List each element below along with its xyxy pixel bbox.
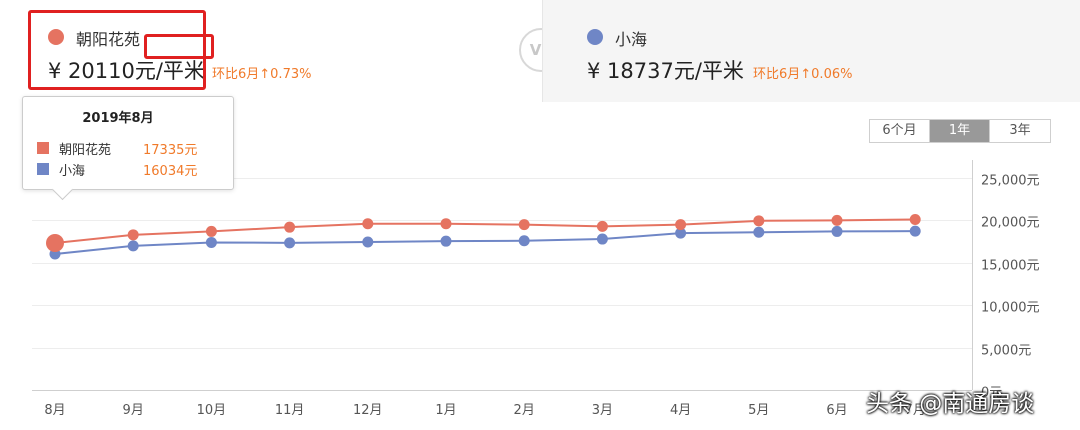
series-line: [54, 230, 916, 256]
x-tick-label: 2月: [514, 403, 535, 418]
left-community-name: 朝阳花苑: [76, 30, 141, 49]
y-tick-label: 15,000元: [981, 259, 1040, 274]
y-tick-label: 0元: [981, 386, 1002, 401]
series-point: [127, 240, 139, 252]
y-tick-label: 5,000元: [981, 344, 1031, 359]
x-tick-label: 4月: [670, 403, 691, 418]
series-point: [440, 235, 452, 247]
y-tick-label: 20,000元: [981, 216, 1040, 231]
series-point: [284, 237, 296, 249]
chart-tooltip: 2019年8月 朝阳花苑 17335元 小海 16034元: [22, 96, 234, 190]
right-community-dot: [587, 29, 603, 45]
tooltip-swatch-left: [37, 142, 49, 154]
watermark: 头条 @南通房谈: [866, 391, 1035, 417]
tooltip-swatch-right: [37, 163, 49, 175]
right-community-change: 环比6月↑0.06%: [753, 67, 853, 82]
series-point: [127, 229, 139, 241]
series-point: [284, 221, 296, 233]
series-point: [205, 236, 217, 248]
series-point: [675, 219, 687, 231]
x-tick-label: 8月: [44, 403, 65, 418]
series-point: [518, 235, 530, 247]
left-community-dot: [48, 29, 64, 45]
series-point: [753, 215, 765, 227]
series-point: [596, 233, 608, 245]
x-tick-label: 7月: [905, 403, 926, 418]
series-point: [831, 214, 843, 226]
series-point: [46, 233, 64, 252]
compare-bar: 朝阳花苑 ¥ 20110元/平米 环比6月↑0.73% VS 小海 ¥ 1873…: [0, 0, 1080, 102]
tooltip-title: 2019年8月: [82, 111, 154, 126]
series-point: [205, 225, 217, 237]
series-point: [440, 218, 452, 230]
series-point: [831, 225, 843, 237]
right-community-name: 小海: [615, 30, 648, 49]
compare-panel-left[interactable]: 朝阳花苑 ¥ 20110元/平米 环比6月↑0.73%: [0, 0, 542, 102]
left-price-highlight: [28, 10, 206, 90]
series-point: [518, 219, 530, 231]
x-tick-label: 10月: [197, 403, 227, 418]
y-tick-label: 10,000元: [981, 301, 1040, 316]
series-point: [909, 213, 921, 225]
series-point: [596, 220, 608, 232]
series-point: [362, 218, 374, 230]
series-line: [54, 218, 916, 244]
x-tick-label: 3月: [592, 403, 613, 418]
tab-6-months[interactable]: 6个月: [870, 120, 930, 142]
x-tick-label: 6月: [826, 403, 847, 418]
x-tick-label: 1月: [435, 403, 456, 418]
x-tick-label: 12月: [353, 403, 383, 418]
left-community-price: ¥ 20110元/平米: [48, 59, 205, 83]
tooltip-value-left: 17335元: [143, 142, 198, 158]
series-point: [362, 236, 374, 248]
tooltip-value-highlight: [144, 34, 214, 59]
tooltip-row-right: 小海 16034元: [37, 160, 198, 179]
tooltip-name-left: 朝阳花苑: [59, 142, 112, 158]
right-community-price: ¥ 18737元/平米: [587, 59, 744, 83]
compare-panel-right[interactable]: 小海 ¥ 18737元/平米 环比6月↑0.06%: [542, 0, 1080, 102]
tooltip-name-right: 小海: [59, 163, 86, 179]
tooltip-value-right: 16034元: [143, 163, 198, 179]
series-point: [909, 225, 921, 237]
x-tick-label: 9月: [123, 403, 144, 418]
x-tick-label: 11月: [275, 403, 305, 418]
x-tick-label: 5月: [748, 403, 769, 418]
tab-3-years[interactable]: 3年: [990, 120, 1050, 142]
tooltip-row-left: 朝阳花苑 17335元: [37, 139, 198, 158]
series-point: [753, 226, 765, 238]
left-community-change: 环比6月↑0.73%: [212, 67, 312, 82]
y-tick-label: 25,000元: [981, 174, 1040, 189]
period-tabs: 6个月 1年 3年: [869, 119, 1051, 143]
series-point: [675, 227, 687, 239]
tab-1-year[interactable]: 1年: [930, 120, 990, 142]
